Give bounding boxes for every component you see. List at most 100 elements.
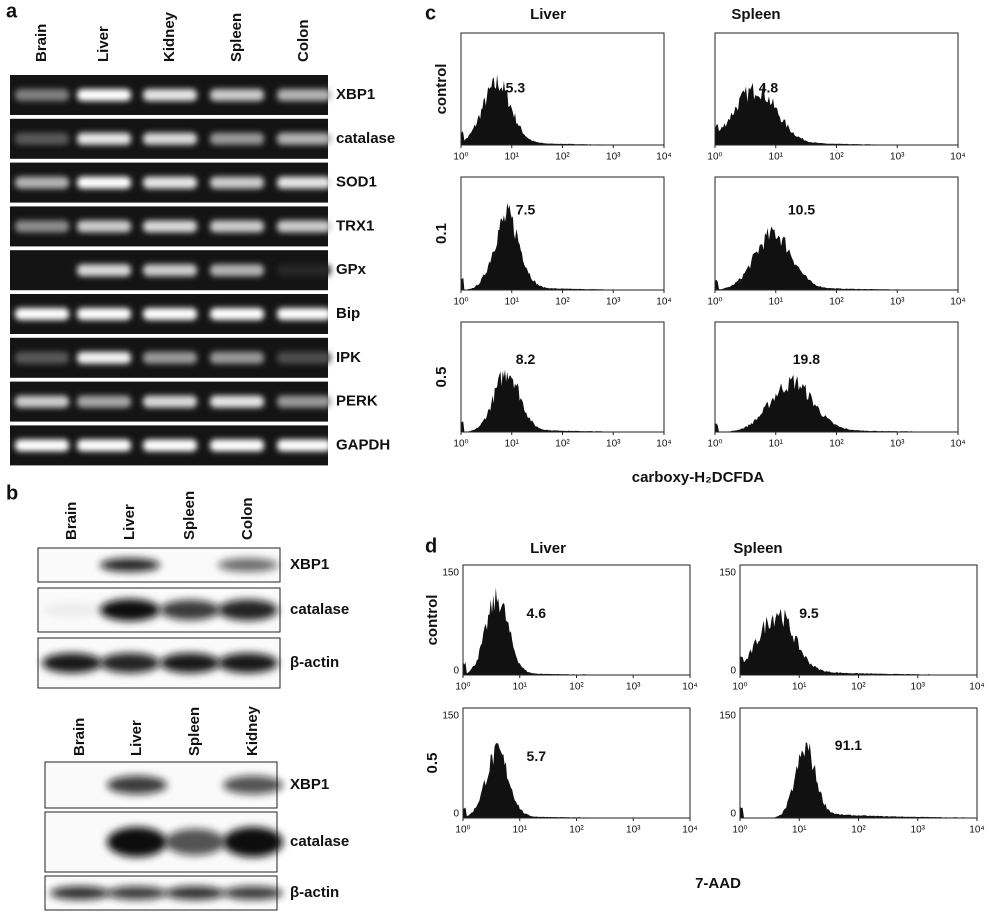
gel-band (77, 89, 131, 101)
panel-label: d (425, 535, 437, 557)
x-tick-label: 10⁰ (707, 439, 722, 450)
y-tick-label: 0 (453, 809, 459, 820)
blot-band (107, 827, 167, 857)
gel-band (15, 89, 69, 101)
x-tick-label: 10⁰ (455, 825, 470, 836)
gel-band (15, 132, 69, 145)
x-tick-label: 10³ (911, 682, 926, 693)
histogram (740, 742, 977, 818)
blot-band (223, 775, 283, 795)
blot-band (218, 599, 278, 621)
plot-frame (739, 707, 978, 819)
x-tick-label: 10² (555, 152, 570, 163)
column-title: Spleen (733, 540, 782, 557)
blot-band (42, 653, 102, 673)
gel-band (277, 220, 331, 233)
x-tick-label: 10³ (890, 297, 905, 308)
x-axis-label: 7-AAD (695, 875, 741, 892)
x-tick-label: 10¹ (792, 825, 807, 836)
blot-band (100, 599, 160, 621)
gel-band (15, 351, 69, 364)
mean-value: 4.8 (759, 80, 779, 96)
x-tick-label: 10⁰ (453, 439, 468, 450)
x-tick-label: 10¹ (792, 682, 807, 693)
gel-band (15, 439, 69, 452)
x-tick-label: 10⁴ (950, 297, 965, 308)
x-tick-label: 10¹ (769, 439, 784, 450)
histogram (463, 743, 690, 818)
blot-band (160, 599, 220, 621)
gel-band (77, 439, 131, 452)
x-tick-label: 10³ (890, 152, 905, 163)
plot-frame (714, 321, 959, 433)
gel-band (210, 132, 264, 145)
blot-band (165, 886, 225, 900)
x-tick-label: 10¹ (513, 825, 528, 836)
gel-band (210, 176, 264, 189)
row-label: control (433, 64, 450, 115)
gel-band (210, 220, 264, 233)
row-label: 0.1 (433, 223, 450, 244)
gel-band (77, 264, 131, 277)
x-tick-label: 10⁰ (455, 682, 470, 693)
blot-band (107, 775, 167, 795)
gel-band (277, 264, 331, 277)
gel-band (15, 176, 69, 189)
histogram (463, 587, 690, 675)
x-tick-label: 10⁴ (969, 825, 984, 836)
gel-band (210, 351, 264, 364)
gel-band (210, 395, 264, 408)
lane-label: Kidney (161, 11, 178, 62)
blot-band (223, 886, 283, 900)
gene-label: SOD1 (336, 174, 377, 191)
y-tick-label: 150 (719, 568, 736, 579)
row-label: 0.5 (433, 367, 450, 388)
lane-label: Spleen (228, 13, 245, 62)
lane-label: Spleen (186, 707, 203, 756)
protein-label: catalase (290, 601, 349, 618)
gene-label: GPx (336, 261, 367, 278)
mean-value: 4.6 (527, 605, 547, 621)
lane-label: Colon (239, 498, 256, 541)
gene-label: GAPDH (336, 436, 390, 453)
gel-band (277, 176, 331, 189)
row-label: control (424, 595, 441, 646)
x-tick-label: 10³ (626, 825, 641, 836)
x-tick-label: 10² (829, 297, 844, 308)
gel-band (277, 351, 331, 364)
gene-label: XBP1 (336, 86, 375, 103)
gel-band (15, 220, 69, 233)
mean-value: 7.5 (516, 202, 536, 218)
gel-band (210, 439, 264, 452)
mean-value: 8.2 (516, 351, 536, 367)
x-tick-label: 10⁴ (656, 297, 671, 308)
x-tick-label: 10³ (606, 439, 621, 450)
x-tick-label: 10³ (626, 682, 641, 693)
histogram (461, 74, 664, 145)
protein-label: β-actin (290, 884, 339, 901)
gel-band (77, 132, 131, 145)
x-tick-label: 10³ (606, 297, 621, 308)
mean-value: 91.1 (835, 737, 862, 753)
x-tick-label: 10⁰ (707, 297, 722, 308)
gene-label: PERK (336, 393, 378, 410)
x-tick-label: 10² (829, 439, 844, 450)
mean-value: 5.3 (506, 80, 526, 96)
gel-band (143, 220, 197, 233)
protein-label: catalase (290, 833, 349, 850)
x-tick-label: 10⁴ (682, 682, 697, 693)
blot-band (223, 827, 283, 857)
gel-band (210, 264, 264, 277)
panel-label: a (6, 0, 18, 22)
blot-band (107, 886, 167, 900)
column-title: Liver (530, 6, 566, 23)
x-tick-label: 10⁴ (950, 439, 965, 450)
x-tick-label: 10¹ (505, 297, 520, 308)
y-tick-label: 0 (453, 666, 459, 677)
gel-band (277, 308, 331, 320)
gel-band (77, 220, 131, 233)
y-tick-label: 150 (719, 711, 736, 722)
y-tick-label: 0 (730, 666, 736, 677)
x-tick-label: 10¹ (513, 682, 528, 693)
histogram (740, 609, 977, 675)
